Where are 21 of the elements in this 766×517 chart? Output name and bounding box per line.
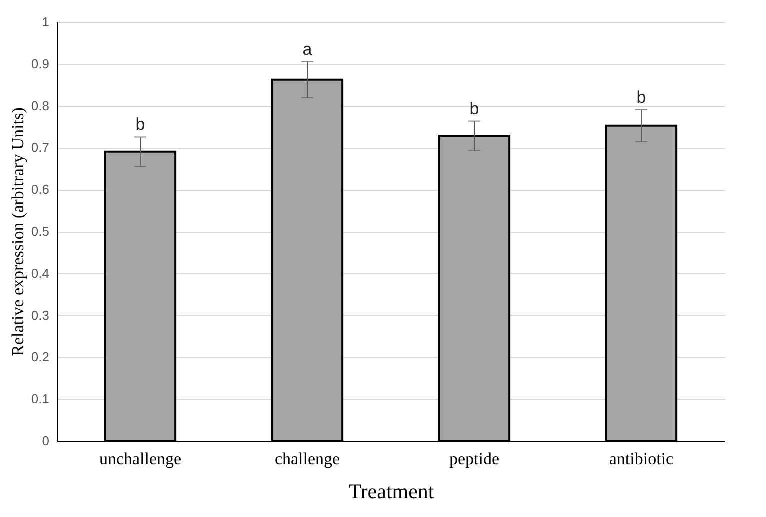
y-tick-label: 0.6 (31, 182, 50, 198)
y-tick-label: 0.9 (31, 56, 50, 72)
y-tick-label: 0.2 (31, 350, 50, 365)
y-tick-label: 1 (42, 14, 50, 30)
x-tick-label: peptide (449, 450, 500, 468)
y-tick-label: 0.3 (31, 308, 50, 323)
annotation: b (470, 99, 480, 118)
annotation: a (302, 40, 313, 59)
x-tick-label: unchallenge (99, 450, 182, 468)
y-tick-label: 0.5 (31, 224, 50, 239)
annotation: b (636, 88, 646, 107)
y-tick-label: 0.8 (31, 98, 50, 114)
y-tick-label: 0.1 (31, 392, 50, 407)
x-tick-label: antibiotic (609, 450, 674, 468)
x-tick-label: challenge (274, 450, 340, 468)
x-axis-title: Treatment (348, 480, 434, 504)
y-tick-label: 0.4 (31, 266, 50, 281)
y-axis-title: Relative expression (arbitrary Units) (8, 108, 28, 356)
y-tick-label: 0.7 (31, 140, 50, 156)
annotation: b (136, 115, 146, 134)
y-tick-label: 0 (42, 434, 50, 448)
